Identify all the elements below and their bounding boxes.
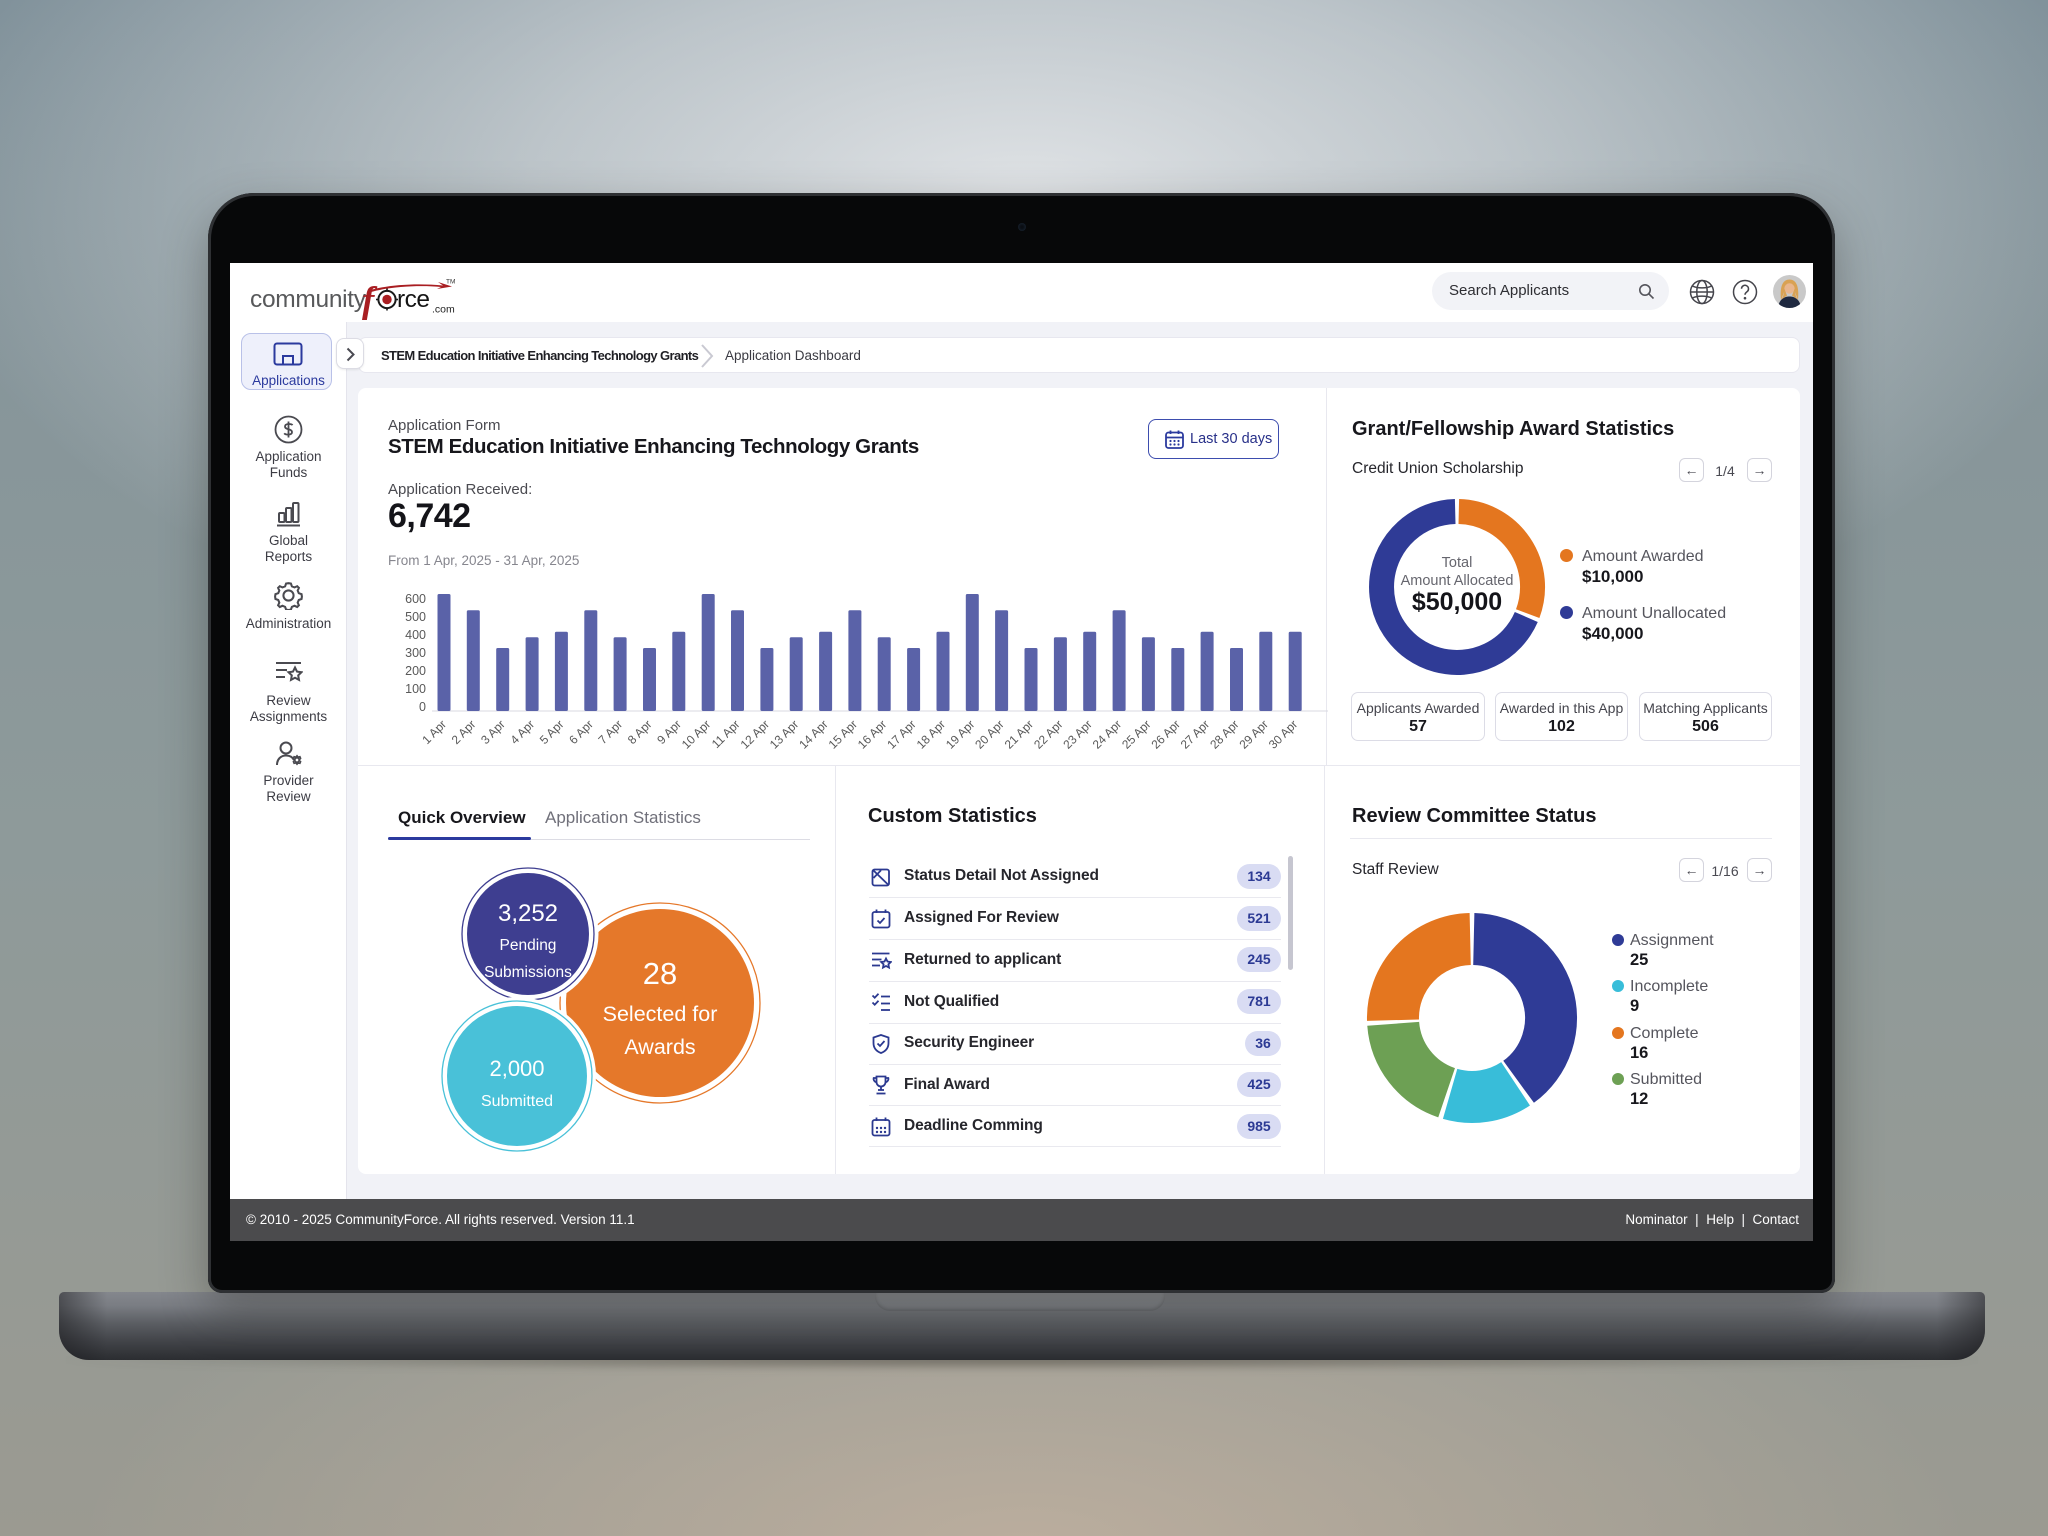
svg-text:3 Apr: 3 Apr [478,717,508,747]
svg-text:18 Apr: 18 Apr [914,717,948,751]
svg-text:3,252: 3,252 [498,900,558,927]
svg-text:26 Apr: 26 Apr [1148,717,1182,751]
svg-text:f: f [362,280,378,321]
svg-text:23 Apr: 23 Apr [1060,717,1094,751]
svg-text:8 Apr: 8 Apr [625,717,655,747]
svg-text:2,000: 2,000 [489,1056,544,1081]
svg-text:27 Apr: 27 Apr [1178,717,1212,751]
svg-text:29 Apr: 29 Apr [1236,717,1270,751]
svg-text:300: 300 [405,646,426,660]
svg-text:Selected for: Selected for [603,1002,718,1026]
svg-text:16 Apr: 16 Apr [855,717,889,751]
svg-text:7 Apr: 7 Apr [596,717,626,747]
svg-text:25 Apr: 25 Apr [1119,717,1153,751]
svg-text:24 Apr: 24 Apr [1090,717,1124,751]
svg-text:11 Apr: 11 Apr [709,717,743,751]
svg-text:12 Apr: 12 Apr [738,717,772,751]
svg-text:0: 0 [419,700,426,714]
svg-text:20 Apr: 20 Apr [972,717,1006,751]
svg-text:500: 500 [405,610,426,624]
svg-text:5 Apr: 5 Apr [537,717,567,747]
svg-text:21 Apr: 21 Apr [1002,717,1036,751]
svg-text:rce: rce [397,286,430,313]
svg-text:28 Apr: 28 Apr [1207,717,1241,751]
svg-text:community: community [250,286,367,313]
svg-text:6 Apr: 6 Apr [566,717,596,747]
svg-text:19 Apr: 19 Apr [943,717,977,751]
svg-text:14 Apr: 14 Apr [796,717,830,751]
svg-text:10 Apr: 10 Apr [679,717,713,751]
svg-text:Submissions: Submissions [484,964,572,981]
svg-text:TM: TM [446,279,455,286]
svg-text:Pending: Pending [500,937,557,954]
svg-text:200: 200 [405,664,426,678]
svg-text:600: 600 [405,592,426,606]
svg-text:17 Apr: 17 Apr [884,717,918,751]
svg-text:100: 100 [405,682,426,696]
svg-text:4 Apr: 4 Apr [508,717,538,747]
svg-text:28: 28 [643,956,677,991]
svg-text:.com: .com [432,304,455,316]
svg-text:13 Apr: 13 Apr [767,717,801,751]
svg-text:400: 400 [405,628,426,642]
svg-text:2 Apr: 2 Apr [449,717,479,747]
svg-text:Submitted: Submitted [481,1093,553,1110]
svg-text:22 Apr: 22 Apr [1031,717,1065,751]
svg-text:30 Apr: 30 Apr [1266,717,1300,751]
svg-text:1 Apr: 1 Apr [419,717,449,747]
svg-text:Awards: Awards [624,1035,695,1059]
svg-text:15 Apr: 15 Apr [826,717,860,751]
